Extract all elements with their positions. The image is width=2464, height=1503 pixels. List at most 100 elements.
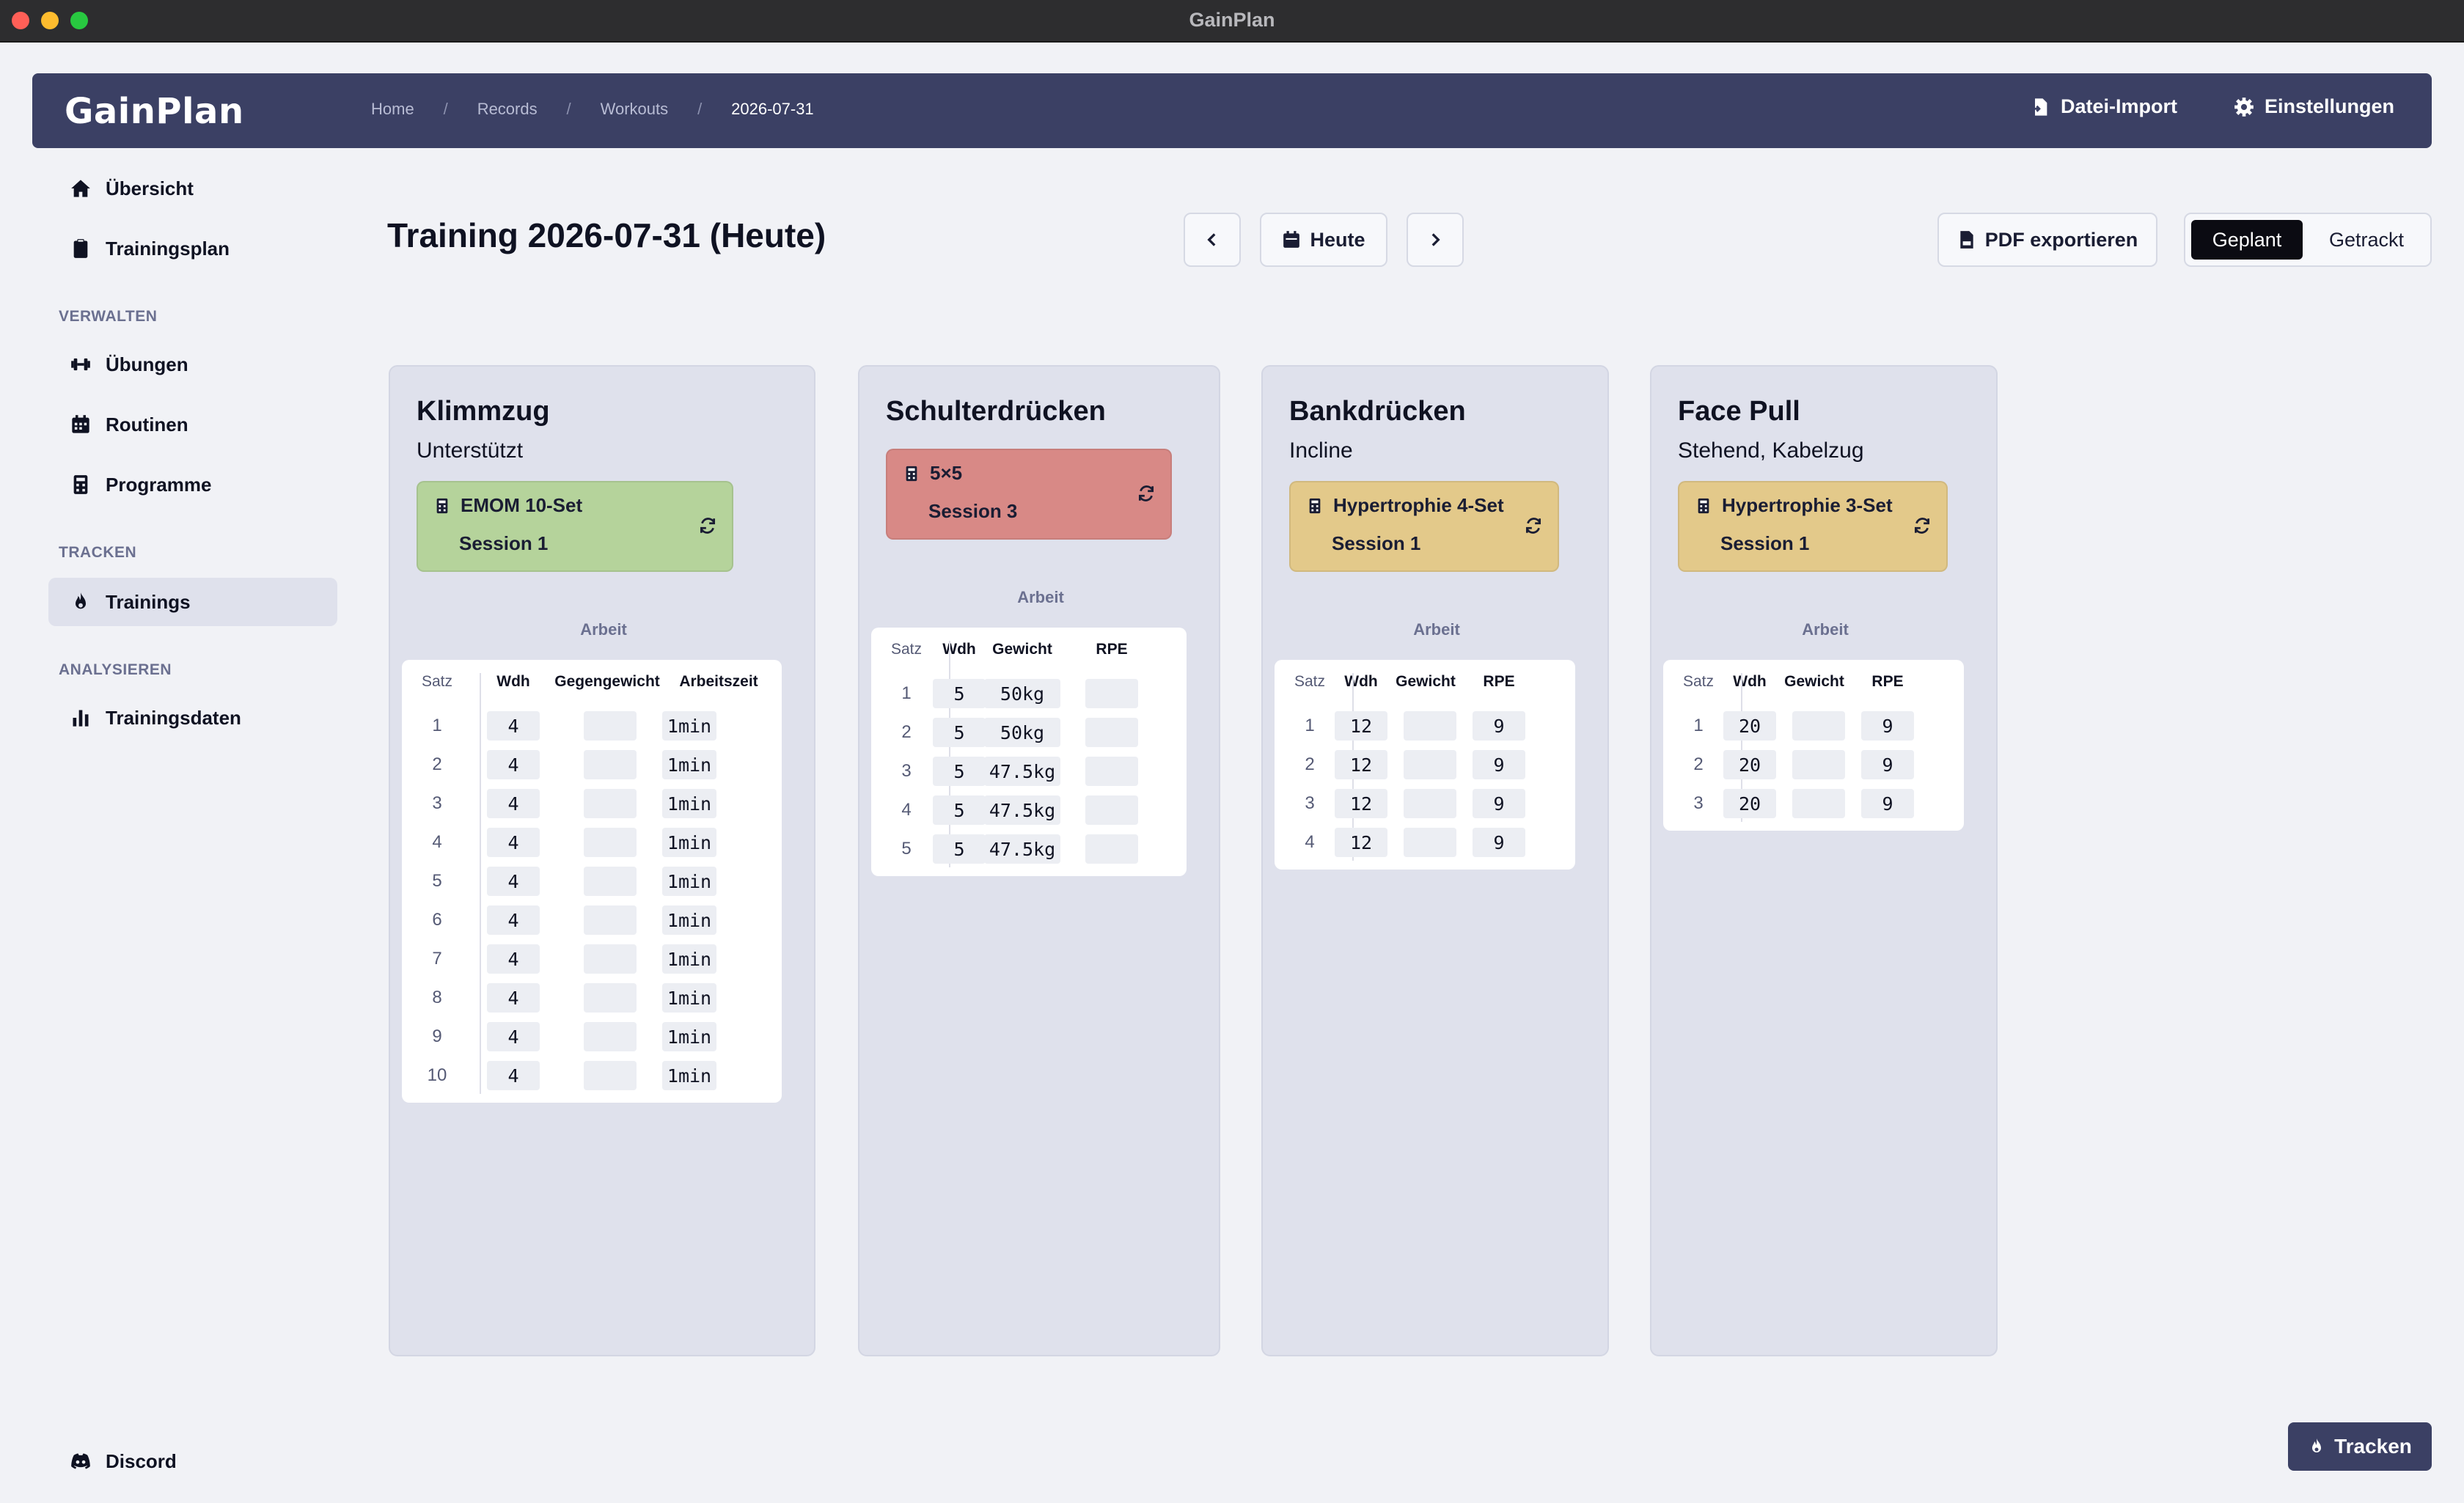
set-value-cell[interactable] [1792, 711, 1845, 741]
set-value-cell[interactable] [584, 1061, 637, 1090]
program-badge[interactable]: Hypertrophie 3-Set Session 1 [1678, 481, 1948, 572]
set-value-cell[interactable]: 1min [662, 905, 716, 935]
refresh-icon[interactable] [1137, 484, 1156, 503]
set-value-cell[interactable]: 12 [1335, 750, 1387, 779]
set-value-cell[interactable] [584, 867, 637, 896]
set-value-cell[interactable] [584, 828, 637, 857]
breadcrumb-records[interactable]: Records [477, 100, 538, 118]
set-value-cell[interactable] [584, 905, 637, 935]
set-value-cell[interactable] [584, 711, 637, 741]
pdf-export-button[interactable]: PDF exportieren [1937, 213, 2157, 267]
set-value-cell[interactable] [1404, 750, 1456, 779]
program-badge[interactable]: 5×5 Session 3 [886, 449, 1172, 540]
previous-day-button[interactable] [1184, 213, 1241, 267]
sidebar-item-overview[interactable]: Übersicht [48, 164, 337, 213]
set-value-cell[interactable]: 4 [487, 983, 540, 1013]
exercise-name[interactable]: Bankdrücken [1289, 396, 1466, 427]
set-value-cell[interactable]: 47.5kg [984, 757, 1060, 786]
set-value-cell[interactable]: 1min [662, 789, 716, 818]
close-window-button[interactable] [12, 12, 29, 29]
set-value-cell[interactable] [1404, 711, 1456, 741]
maximize-window-button[interactable] [70, 12, 88, 29]
set-value-cell[interactable]: 50kg [984, 679, 1060, 708]
sidebar-item-programme[interactable]: Programme [48, 460, 337, 509]
set-value-cell[interactable]: 4 [487, 944, 540, 974]
sidebar-item-uebungen[interactable]: Übungen [48, 340, 337, 389]
set-value-cell[interactable]: 5 [933, 795, 986, 825]
exercise-name[interactable]: Klimmzug [417, 396, 550, 427]
set-value-cell[interactable]: 4 [487, 867, 540, 896]
set-value-cell[interactable]: 4 [487, 828, 540, 857]
set-value-cell[interactable]: 20 [1723, 789, 1776, 818]
set-value-cell[interactable] [584, 750, 637, 779]
set-value-cell[interactable]: 5 [933, 757, 986, 786]
set-value-cell[interactable]: 50kg [984, 718, 1060, 747]
track-button[interactable]: Tracken [2288, 1422, 2432, 1471]
toggle-planned[interactable]: Geplant [2191, 220, 2303, 260]
set-value-cell[interactable]: 9 [1861, 750, 1914, 779]
set-value-cell[interactable]: 5 [933, 718, 986, 747]
set-value-cell[interactable] [584, 789, 637, 818]
brand-logo[interactable]: GainPlan [65, 91, 244, 132]
set-value-cell[interactable]: 4 [487, 789, 540, 818]
set-value-cell[interactable]: 1min [662, 1061, 716, 1090]
set-value-cell[interactable]: 12 [1335, 789, 1387, 818]
set-value-cell[interactable] [1085, 834, 1138, 864]
sidebar-item-trainingsdaten[interactable]: Trainingsdaten [48, 694, 337, 742]
set-value-cell[interactable]: 20 [1723, 750, 1776, 779]
set-value-cell[interactable] [1085, 795, 1138, 825]
set-value-cell[interactable] [584, 944, 637, 974]
set-value-cell[interactable]: 4 [487, 711, 540, 741]
set-value-cell[interactable] [1792, 750, 1845, 779]
set-value-cell[interactable]: 1min [662, 1022, 716, 1051]
sidebar-item-discord[interactable]: Discord [48, 1437, 337, 1485]
program-badge[interactable]: Hypertrophie 4-Set Session 1 [1289, 481, 1559, 572]
set-value-cell[interactable]: 47.5kg [984, 795, 1060, 825]
set-value-cell[interactable]: 9 [1861, 711, 1914, 741]
set-value-cell[interactable]: 1min [662, 828, 716, 857]
minimize-window-button[interactable] [41, 12, 59, 29]
set-value-cell[interactable]: 4 [487, 1061, 540, 1090]
refresh-icon[interactable] [698, 516, 717, 535]
set-value-cell[interactable] [1404, 789, 1456, 818]
sidebar-item-trainingsplan[interactable]: Trainingsplan [48, 224, 337, 273]
settings-button[interactable]: Einstellungen [2234, 95, 2394, 118]
today-button[interactable]: Heute [1260, 213, 1387, 267]
set-value-cell[interactable]: 1min [662, 944, 716, 974]
set-value-cell[interactable] [1085, 757, 1138, 786]
set-value-cell[interactable]: 20 [1723, 711, 1776, 741]
set-value-cell[interactable] [1085, 679, 1138, 708]
set-value-cell[interactable]: 1min [662, 750, 716, 779]
set-value-cell[interactable]: 12 [1335, 711, 1387, 741]
breadcrumb-workouts[interactable]: Workouts [600, 100, 669, 118]
breadcrumb-home[interactable]: Home [371, 100, 414, 118]
program-badge[interactable]: EMOM 10-Set Session 1 [417, 481, 733, 572]
set-value-cell[interactable] [584, 1022, 637, 1051]
toggle-tracked[interactable]: Getrackt [2328, 228, 2405, 251]
set-value-cell[interactable]: 1min [662, 867, 716, 896]
next-day-button[interactable] [1407, 213, 1464, 267]
set-value-cell[interactable]: 9 [1473, 789, 1525, 818]
set-value-cell[interactable]: 9 [1473, 828, 1525, 857]
refresh-icon[interactable] [1913, 516, 1932, 535]
set-value-cell[interactable]: 1min [662, 983, 716, 1013]
set-value-cell[interactable]: 4 [487, 905, 540, 935]
exercise-name[interactable]: Face Pull [1678, 396, 1800, 427]
set-value-cell[interactable]: 4 [487, 750, 540, 779]
set-value-cell[interactable]: 5 [933, 679, 986, 708]
set-value-cell[interactable]: 9 [1473, 750, 1525, 779]
set-value-cell[interactable]: 47.5kg [984, 834, 1060, 864]
set-value-cell[interactable]: 4 [487, 1022, 540, 1051]
set-value-cell[interactable] [1085, 718, 1138, 747]
exercise-name[interactable]: Schulterdrücken [886, 396, 1106, 427]
sidebar-item-trainings[interactable]: Trainings [48, 578, 337, 626]
set-value-cell[interactable] [584, 983, 637, 1013]
set-value-cell[interactable] [1404, 828, 1456, 857]
refresh-icon[interactable] [1524, 516, 1543, 535]
file-import-button[interactable]: Datei-Import [2030, 95, 2177, 118]
set-value-cell[interactable]: 1min [662, 711, 716, 741]
set-value-cell[interactable]: 9 [1473, 711, 1525, 741]
set-value-cell[interactable] [1792, 789, 1845, 818]
set-value-cell[interactable]: 5 [933, 834, 986, 864]
set-value-cell[interactable]: 9 [1861, 789, 1914, 818]
